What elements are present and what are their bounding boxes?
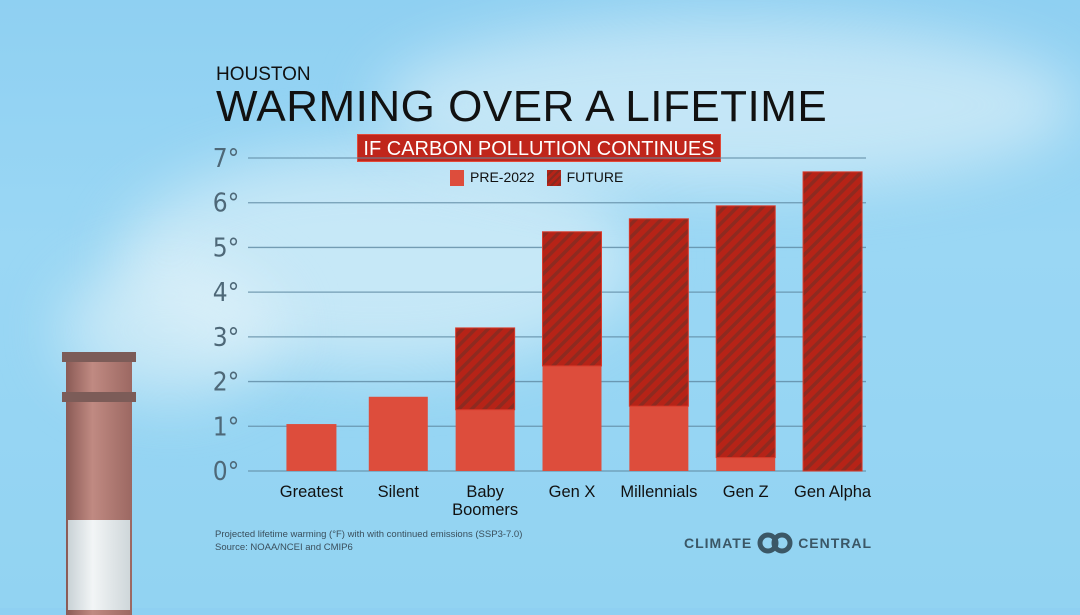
x-tick-label: Baby <box>466 483 504 501</box>
x-tick-label: Millennials <box>620 483 697 501</box>
y-tick-label: 0° <box>213 457 240 487</box>
y-tick-label: 4° <box>213 278 240 308</box>
legend-item-future: FUTURE <box>546 169 624 187</box>
x-tick-label: Boomers <box>452 501 518 519</box>
legend-label-future: FUTURE <box>566 169 624 185</box>
legend: PRE-2022 FUTURE <box>450 169 624 187</box>
legend-swatch-pre <box>450 170 464 187</box>
y-tick-label: 2° <box>213 368 240 398</box>
logo-text-right: CENTRAL <box>798 535 873 551</box>
bar-pre-2022 <box>716 457 776 471</box>
bar-pre-2022 <box>542 365 602 471</box>
bar-pre-2022 <box>455 409 515 471</box>
bar-future <box>542 231 602 367</box>
x-tick-label: Silent <box>378 483 420 501</box>
x-tick-label: Gen Alpha <box>794 483 872 501</box>
legend-item-pre: PRE-2022 <box>450 169 535 187</box>
footnote-source: Source: NOAA/NCEI and CMIP6 <box>215 542 353 553</box>
footnote: Projected lifetime warming (°F) with wit… <box>215 528 522 554</box>
legend-swatch-future <box>546 170 561 187</box>
x-tick-label: Greatest <box>280 483 344 501</box>
bar-future <box>455 327 516 411</box>
bar-future <box>628 218 689 407</box>
y-tick-label: 7° <box>213 144 240 174</box>
smokestack-white-section <box>68 520 130 610</box>
climate-central-logo: CLIMATE CENTRAL <box>684 532 872 554</box>
y-tick-label: 3° <box>213 323 240 353</box>
logo-text-left: CLIMATE <box>684 535 753 551</box>
x-tick-label: Gen Z <box>723 483 769 501</box>
chart-title: WARMING OVER A LIFETIME <box>216 82 828 131</box>
chart-subtitle: IF CARBON POLLUTION CONTINUES <box>357 134 721 162</box>
y-tick-label: 6° <box>213 189 240 219</box>
bar-pre-2022 <box>368 396 428 471</box>
city-label: HOUSTON <box>216 64 311 85</box>
footnote-description: Projected lifetime warming (°F) with wit… <box>215 529 523 540</box>
smokestack-band <box>62 392 136 402</box>
bar-future <box>715 205 776 459</box>
y-tick-label: 1° <box>213 412 240 442</box>
legend-label-pre: PRE-2022 <box>470 169 535 185</box>
x-tick-label: Gen X <box>549 483 596 501</box>
y-tick-label: 5° <box>213 233 240 263</box>
bar-pre-2022 <box>286 424 337 471</box>
bar-pre-2022 <box>629 406 689 471</box>
smokestack-band <box>62 352 136 362</box>
bar-future <box>802 171 863 472</box>
logo-rings-icon <box>757 532 793 554</box>
